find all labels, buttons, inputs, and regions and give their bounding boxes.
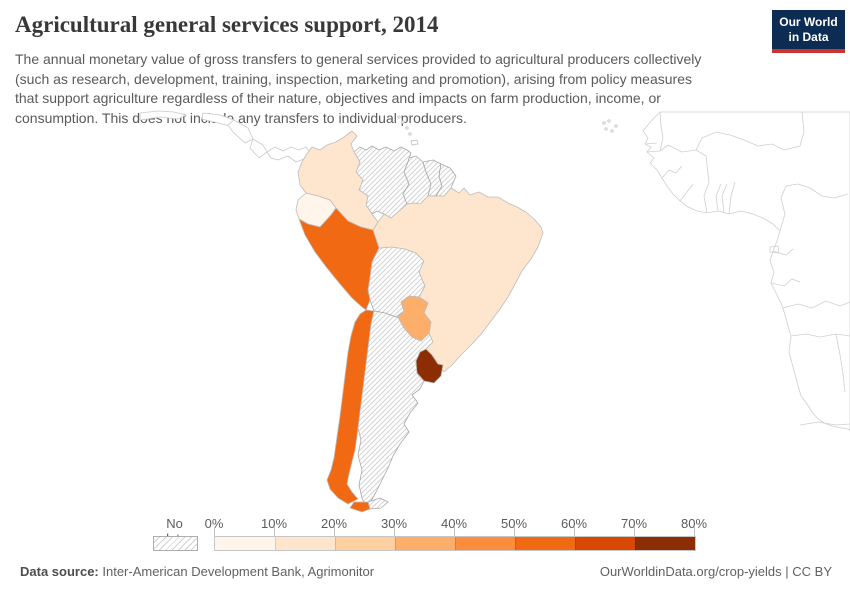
legend-bin-40-50[interactable] (455, 537, 515, 550)
legend-tick-60: 60% (560, 516, 588, 531)
legend-tick-mark (454, 527, 455, 536)
legend-bin-0-10[interactable] (215, 537, 275, 550)
legend-bin-70-80[interactable] (635, 537, 695, 550)
legend-tick-0: 0% (204, 516, 224, 531)
legend-tick-mark (214, 527, 215, 536)
legend-bin-20-30[interactable] (335, 537, 395, 550)
central-america-outline (139, 110, 311, 163)
data-source-value: Inter-American Development Bank, Agrimon… (98, 564, 375, 579)
legend-tick-20: 20% (320, 516, 348, 531)
legend-bin-50-60[interactable] (515, 537, 575, 550)
legend-tick-mark (694, 527, 695, 536)
owid-logo-line2: in Data (788, 29, 829, 44)
owid-logo[interactable]: Our World in Data (772, 10, 845, 53)
legend-tick-mark (334, 527, 335, 536)
small-islands (397, 115, 618, 146)
page-title: Agricultural general services support, 2… (15, 12, 439, 37)
legend-color-bar (214, 536, 696, 551)
legend-tick-mark (514, 527, 515, 536)
country-peru[interactable] (298, 207, 380, 311)
africa-outline (642, 111, 850, 431)
legend-tick-mark (634, 527, 635, 536)
data-source: Data source: Inter-American Development … (20, 564, 374, 579)
legend-bin-10-20[interactable] (275, 537, 335, 550)
legend-bin-60-70[interactable] (575, 537, 635, 550)
legend-tick-mark (574, 527, 575, 536)
legend-tick-80: 80% (680, 516, 708, 531)
legend-tick-mark (394, 527, 395, 536)
legend-tick-50: 50% (500, 516, 528, 531)
no-data-swatch[interactable] (153, 536, 198, 551)
legend-tick-40: 40% (440, 516, 468, 531)
legend-tick-30: 30% (380, 516, 408, 531)
legend-tick-70: 70% (620, 516, 648, 531)
map-legend: No data 0% 10% 20% 30% 40% 50% 60% 70% 8… (0, 512, 850, 556)
country-brazil[interactable] (372, 187, 544, 373)
legend-bin-30-40[interactable] (395, 537, 455, 550)
country-chile[interactable] (326, 309, 375, 505)
legend-tick-10: 10% (260, 516, 288, 531)
country-paraguay[interactable] (397, 295, 432, 342)
legend-tick-mark (274, 527, 275, 536)
credit-link[interactable]: OurWorldinData.org/crop-yields | CC BY (599, 564, 832, 579)
country-uruguay[interactable] (415, 348, 444, 384)
data-source-label: Data source: (20, 564, 99, 579)
owid-logo-line1: Our World (779, 15, 838, 30)
country-chile-tierra-del-fuego[interactable] (349, 501, 371, 513)
